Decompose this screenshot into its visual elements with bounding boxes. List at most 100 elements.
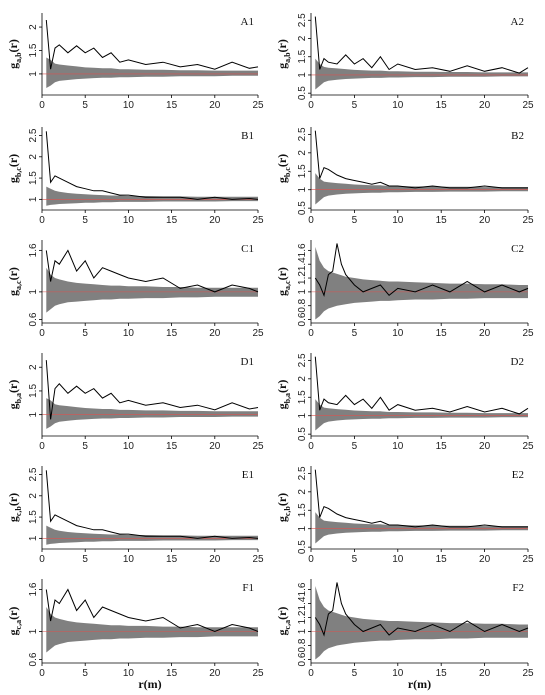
y-axis-label-suffix: (r) — [6, 154, 20, 167]
panel-a1: 0 5 10 15 20 25 1 1.5 2 A1 ga,b(r) — [6, 13, 264, 111]
x-tick-label: 25 — [252, 441, 264, 452]
panel-d1: 0 5 10 15 20 25 1 1.5 2 D1 gb,a(r) — [6, 353, 264, 452]
y-tick-label: 0.6 — [297, 652, 308, 666]
observed-line — [45, 19, 259, 70]
x-tick-label: 5 — [352, 554, 358, 565]
x-tick-label: 15 — [166, 328, 178, 339]
y-tick-label: 1.6 — [28, 243, 39, 257]
x-tick-label: 10 — [123, 100, 135, 111]
y-tick-label: 2.5 — [28, 128, 39, 142]
panel-label: F2 — [512, 582, 524, 594]
observed-line — [314, 469, 528, 528]
x-tick-label: 10 — [123, 441, 135, 452]
x-tick-label: 5 — [82, 100, 88, 111]
y-axis-label: ga,c(r) — [275, 267, 292, 296]
y-axis-label-main: g — [6, 516, 20, 522]
y-tick-label: 2 — [297, 150, 308, 156]
x-tick-label: 10 — [392, 100, 404, 111]
y-axis-label-main: g — [6, 177, 20, 183]
x-tick-label: 5 — [352, 441, 358, 452]
y-tick-label: 1 — [297, 525, 308, 531]
x-tick-label: 25 — [252, 328, 264, 339]
y-axis-label: gb,a(r) — [6, 380, 23, 410]
x-tick-label: 25 — [522, 328, 534, 339]
panel-label: E2 — [512, 469, 524, 481]
panel-f1: 0 5 10 15 20 25 0.6 1 1.6 F1 gc,a(r) — [6, 579, 264, 679]
x-tick-label: 20 — [479, 668, 491, 679]
y-tick-label: 1 — [28, 71, 39, 77]
y-tick-label: 0.8 — [297, 298, 308, 312]
x-tick-label: 0 — [39, 441, 45, 452]
x-tick-label: 5 — [352, 668, 358, 679]
y-tick-label: 0.6 — [297, 312, 308, 326]
y-tick-label: 0.5 — [297, 540, 308, 554]
envelope-band — [46, 607, 258, 653]
observed-line — [314, 243, 529, 297]
y-tick-label: 0.6 — [28, 652, 39, 666]
y-tick-label: 2.5 — [28, 467, 39, 481]
y-tick-label: 1.5 — [28, 510, 39, 524]
y-axis-label: gb,c(r) — [6, 154, 23, 183]
x-tick-label: 25 — [522, 668, 534, 679]
y-tick-label: 2 — [297, 376, 308, 382]
envelope-band — [315, 399, 528, 431]
x-tick-label: 5 — [352, 215, 358, 226]
x-tick-label: 10 — [123, 215, 135, 226]
panel-label: F1 — [242, 582, 254, 594]
envelope-band — [315, 173, 528, 205]
x-tick-label: 25 — [522, 215, 534, 226]
panel-label: A1 — [241, 16, 254, 28]
y-axis-label: gc,b(r) — [275, 493, 292, 522]
panel-b2: 0 5 10 15 20 25 0.5 1 1.5 2 2.5 B2 gb,c(r) — [275, 127, 534, 226]
y-tick-label: 0.5 — [297, 86, 308, 100]
observed-line — [314, 130, 528, 189]
x-tick-label: 15 — [436, 215, 448, 226]
y-axis-label: ga,c(r) — [6, 267, 23, 296]
y-tick-label: 1 — [28, 535, 39, 541]
x-tick-label: 5 — [82, 328, 88, 339]
y-axis-label-main: g — [275, 403, 289, 409]
y-tick-label: 2 — [28, 364, 39, 370]
x-tick-label: 15 — [166, 441, 178, 452]
y-tick-label: 1 — [297, 412, 308, 418]
x-tick-label: 20 — [209, 668, 221, 679]
x-tick-label: 10 — [392, 668, 404, 679]
y-axis-label-subscript: a,b — [283, 52, 292, 63]
y-axis-label-main: g — [275, 290, 289, 296]
x-tick-label: 10 — [123, 668, 135, 679]
x-tick-label: 15 — [436, 554, 448, 565]
x-tick-label: 5 — [352, 328, 358, 339]
observed-line — [45, 249, 259, 293]
y-axis-label-suffix: (r) — [275, 154, 289, 167]
y-axis-label: gc,a(r) — [6, 607, 23, 636]
x-tick-label: 25 — [522, 100, 534, 111]
y-tick-label: 1.6 — [297, 582, 308, 596]
y-tick-label: 1 — [297, 289, 308, 295]
y-tick-label: 2 — [297, 489, 308, 495]
x-tick-label: 20 — [479, 215, 491, 226]
y-tick-label: 2.5 — [297, 127, 308, 141]
y-axis-label-suffix: (r) — [275, 493, 289, 506]
y-tick-label: 2.5 — [297, 466, 308, 480]
panel-label: C2 — [511, 243, 524, 255]
x-tick-label: 15 — [166, 215, 178, 226]
y-axis-label-subscript: b,a — [14, 393, 23, 403]
y-axis-label-subscript: a,c — [283, 280, 292, 290]
panel-d2: 0 5 10 15 20 25 0.5 1 1.5 2 2.5 D2 gb,a(r) — [275, 353, 534, 452]
x-tick-label: 20 — [209, 100, 221, 111]
y-axis-label: gc,a(r) — [275, 607, 292, 636]
y-tick-label: 1.6 — [28, 582, 39, 596]
panel-label: D1 — [241, 356, 254, 368]
y-tick-label: 1 — [28, 196, 39, 202]
panel-e2: 0 5 10 15 20 25 0.5 1 1.5 2 2.5 E2 gc,b(r) — [275, 466, 534, 565]
y-axis-label-main: g — [6, 290, 20, 296]
envelope-band — [46, 267, 258, 313]
x-tick-label: 0 — [308, 215, 314, 226]
y-axis-label-suffix: (r) — [6, 493, 20, 506]
x-tick-label: 20 — [479, 328, 491, 339]
y-axis-label-subscript: c,a — [14, 620, 23, 630]
observed-line — [314, 16, 529, 74]
x-tick-label: 0 — [39, 215, 45, 226]
x-tick-label: 20 — [479, 100, 491, 111]
